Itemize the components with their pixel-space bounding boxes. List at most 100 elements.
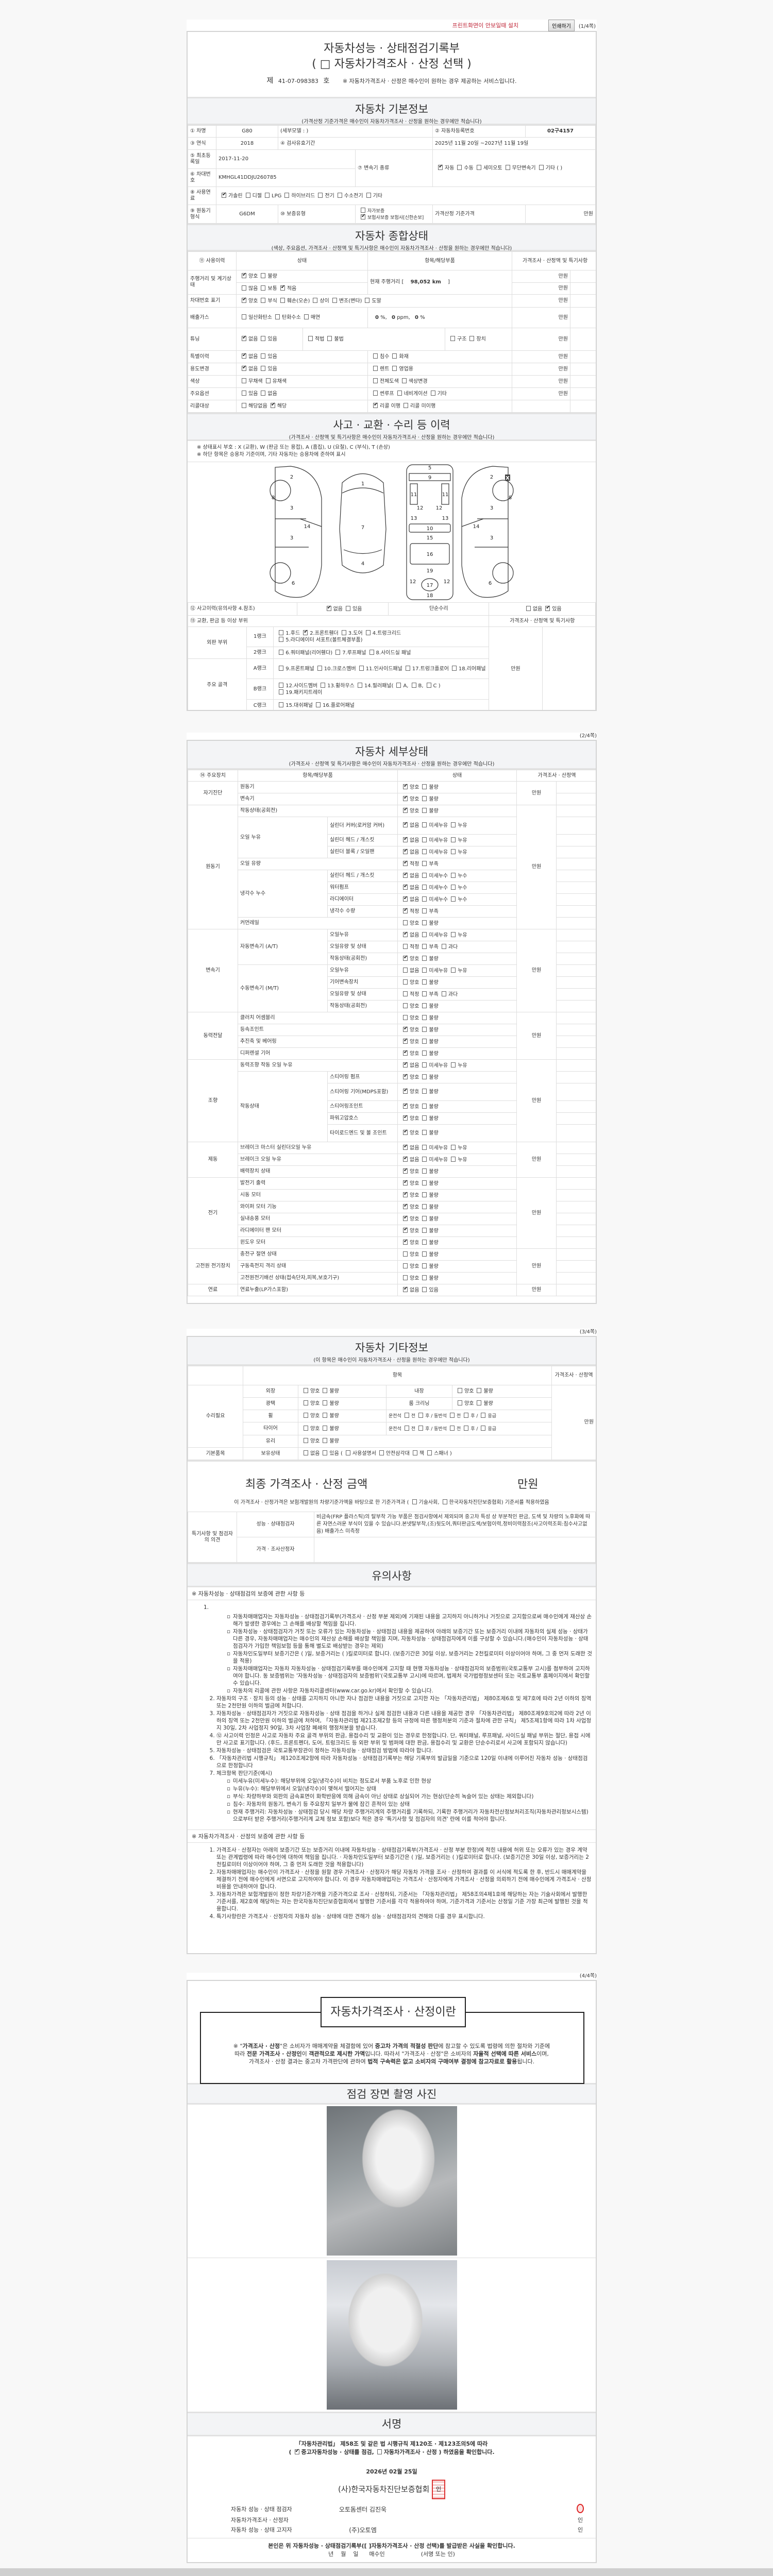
checkbox[interactable]	[422, 967, 427, 973]
checkbox[interactable]	[279, 665, 284, 671]
checkbox[interactable]	[308, 336, 313, 341]
checkbox[interactable]	[373, 353, 378, 359]
checkbox[interactable]	[451, 1062, 456, 1067]
checkbox[interactable]	[242, 285, 246, 291]
checkbox[interactable]	[422, 1026, 427, 1032]
checkbox[interactable]	[412, 1450, 417, 1455]
checkbox[interactable]	[451, 837, 456, 842]
checkbox[interactable]	[261, 391, 266, 396]
checkbox[interactable]	[242, 314, 246, 319]
checkbox[interactable]	[284, 192, 290, 198]
checkbox[interactable]	[441, 991, 446, 996]
checked-checkbox[interactable]	[403, 1049, 408, 1056]
checkbox[interactable]	[365, 297, 370, 303]
checkbox[interactable]	[261, 273, 266, 278]
checkbox[interactable]	[397, 391, 402, 396]
checked-checkbox[interactable]	[403, 783, 408, 789]
checkbox[interactable]	[477, 1388, 482, 1393]
checked-checkbox[interactable]	[403, 1203, 408, 1209]
checkbox[interactable]	[327, 336, 332, 341]
checkbox[interactable]	[451, 931, 456, 937]
checked-checkbox[interactable]	[242, 272, 246, 278]
checkbox[interactable]	[318, 192, 323, 198]
checkbox[interactable]	[451, 665, 457, 671]
checkbox[interactable]	[422, 991, 427, 996]
checkbox[interactable]	[315, 702, 321, 707]
checkbox[interactable]	[481, 1413, 486, 1418]
checkbox[interactable]	[280, 297, 285, 303]
checked-checkbox[interactable]	[403, 1061, 408, 1067]
checkbox[interactable]	[458, 1400, 462, 1405]
checkbox[interactable]	[403, 1251, 408, 1257]
checkbox[interactable]	[403, 920, 408, 925]
checkbox[interactable]	[457, 165, 462, 170]
checkbox[interactable]	[422, 979, 427, 985]
checkbox[interactable]	[361, 207, 365, 213]
checked-checkbox[interactable]	[270, 402, 275, 408]
checkbox[interactable]	[422, 1168, 427, 1174]
checkbox[interactable]	[450, 336, 455, 341]
checkbox[interactable]	[323, 1425, 328, 1431]
checkbox[interactable]	[422, 1251, 427, 1257]
checked-checkbox[interactable]	[373, 402, 378, 408]
checked-checkbox[interactable]	[545, 605, 550, 611]
checkbox[interactable]	[422, 1180, 427, 1185]
checked-checkbox[interactable]	[242, 352, 246, 359]
checkbox[interactable]	[418, 1413, 424, 1418]
checkbox[interactable]	[422, 1204, 427, 1209]
checkbox[interactable]	[377, 2449, 382, 2454]
checkbox[interactable]	[403, 967, 408, 973]
checkbox[interactable]	[422, 1074, 427, 1079]
checked-checkbox[interactable]	[403, 860, 408, 866]
checkbox[interactable]	[526, 605, 531, 611]
checkbox[interactable]	[451, 896, 456, 902]
checkbox[interactable]	[335, 649, 341, 655]
checked-checkbox[interactable]	[403, 1073, 408, 1079]
checkbox[interactable]	[403, 991, 408, 996]
checkbox[interactable]	[422, 884, 427, 890]
checkbox[interactable]	[357, 682, 362, 688]
checkbox[interactable]	[279, 682, 284, 688]
checkbox[interactable]	[265, 192, 270, 198]
checked-checkbox[interactable]	[403, 1215, 408, 1221]
checkbox[interactable]	[411, 682, 416, 688]
checkbox[interactable]	[304, 1413, 308, 1418]
checkbox[interactable]	[481, 1425, 486, 1431]
checkbox[interactable]	[261, 297, 266, 303]
checkbox[interactable]	[265, 378, 271, 383]
checkbox[interactable]	[261, 366, 266, 371]
checkbox[interactable]	[323, 1400, 328, 1405]
checkbox[interactable]	[403, 979, 408, 985]
checked-checkbox[interactable]	[403, 907, 408, 913]
checkbox[interactable]	[261, 353, 266, 359]
checked-checkbox[interactable]	[403, 1129, 408, 1135]
checkbox[interactable]	[422, 908, 427, 913]
checkbox[interactable]	[450, 1413, 455, 1418]
checkbox[interactable]	[422, 1130, 427, 1135]
checkbox[interactable]	[403, 1003, 408, 1008]
checked-checkbox[interactable]	[403, 1038, 408, 1044]
checked-checkbox[interactable]	[403, 895, 408, 902]
checkbox[interactable]	[279, 689, 284, 694]
checkbox[interactable]	[422, 1275, 427, 1280]
checkbox[interactable]	[422, 1115, 427, 1121]
checkbox[interactable]	[401, 378, 407, 383]
checkbox[interactable]	[279, 637, 284, 642]
checkbox[interactable]	[403, 1014, 408, 1020]
checkbox[interactable]	[422, 1103, 427, 1109]
checked-checkbox[interactable]	[403, 955, 408, 961]
checkbox[interactable]	[403, 943, 408, 949]
checkbox[interactable]	[313, 297, 318, 303]
checked-checkbox[interactable]	[303, 629, 308, 635]
checkbox[interactable]	[422, 1089, 427, 1094]
checked-checkbox[interactable]	[222, 192, 226, 198]
checkbox[interactable]	[304, 1438, 308, 1443]
checked-checkbox[interactable]	[403, 1088, 408, 1094]
checkbox[interactable]	[427, 1450, 432, 1455]
checkbox[interactable]	[430, 391, 435, 396]
checkbox[interactable]	[458, 1388, 462, 1393]
checkbox[interactable]	[412, 1499, 417, 1504]
checkbox[interactable]	[323, 1450, 328, 1455]
checkbox[interactable]	[242, 378, 246, 383]
checkbox[interactable]	[365, 630, 371, 635]
